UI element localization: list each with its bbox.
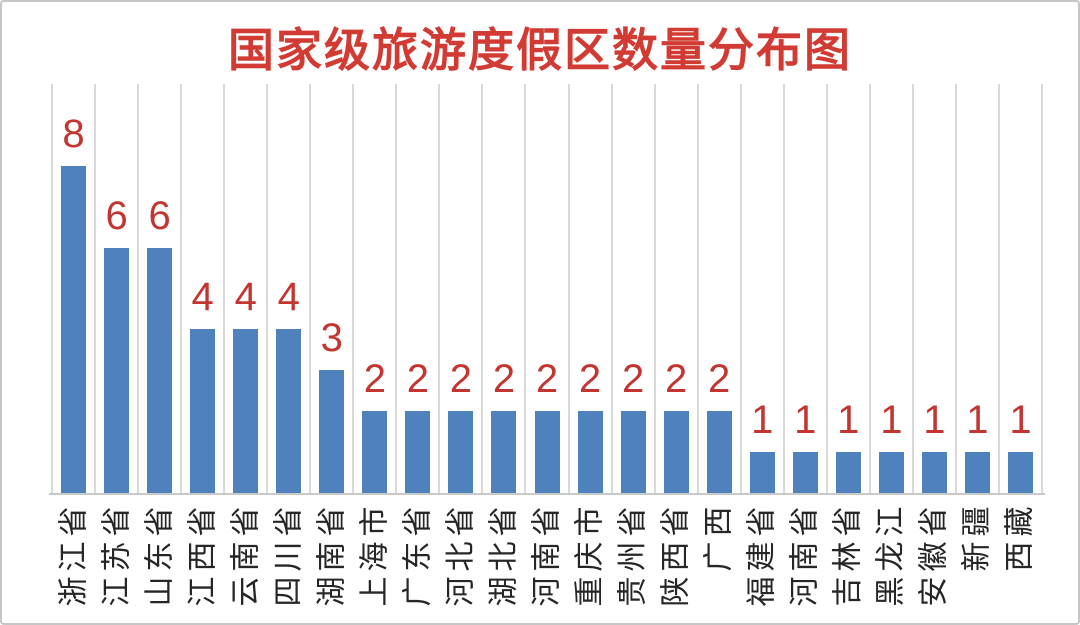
gridline [352, 84, 355, 493]
x-axis-label: 西藏 [1003, 501, 1037, 572]
value-label: 3 [320, 316, 343, 361]
bar [276, 329, 302, 493]
bar [190, 329, 216, 493]
bar [1007, 452, 1033, 493]
gridline [868, 84, 871, 493]
value-label: 4 [191, 275, 214, 320]
gridline [266, 84, 269, 493]
gridline [997, 84, 1000, 493]
value-label: 2 [449, 357, 473, 402]
bar [61, 165, 87, 493]
bar [319, 370, 345, 493]
bar [835, 452, 861, 493]
gridline [739, 84, 742, 493]
x-axis-label: 安徽省 [917, 501, 951, 607]
value-label: 1 [837, 398, 860, 443]
value-label: 6 [148, 193, 171, 238]
gridline [1041, 84, 1043, 493]
value-label: 1 [1009, 398, 1032, 443]
x-axis-label: 福建省 [745, 501, 779, 607]
x-axis-label: 新疆 [960, 501, 994, 572]
value-label: 4 [234, 275, 257, 320]
bar [921, 452, 947, 493]
x-axis-label: 黑龙江 [874, 501, 908, 607]
bar [362, 411, 388, 493]
x-axis-label: 浙江省 [57, 501, 91, 607]
value-label: 1 [794, 398, 817, 443]
bar [706, 411, 732, 493]
value-label: 1 [880, 398, 903, 443]
x-axis-label: 吉林省 [831, 501, 865, 607]
gridline [567, 84, 570, 493]
bar [663, 411, 689, 493]
value-label: 6 [105, 193, 128, 238]
value-label: 2 [665, 357, 688, 402]
gridline [395, 84, 398, 493]
gridline [137, 84, 140, 493]
x-axis-label: 河北省 [444, 501, 478, 607]
value-label: 2 [535, 357, 559, 402]
gridline [94, 84, 97, 493]
gridline [954, 84, 957, 493]
bar [104, 247, 130, 493]
bar [620, 411, 646, 493]
x-axis-label: 山东省 [143, 501, 177, 607]
gridline [782, 84, 785, 493]
gridline [180, 84, 183, 493]
value-label: 2 [363, 357, 386, 402]
x-axis-label: 广西 [702, 501, 736, 572]
bar [577, 411, 603, 493]
bar [792, 452, 818, 493]
bar [878, 452, 904, 493]
value-label: 8 [62, 111, 85, 156]
gridline [438, 84, 441, 493]
bar [147, 247, 173, 493]
value-label: 2 [578, 357, 602, 402]
x-axis-label: 江西省 [186, 501, 220, 607]
bar [964, 452, 990, 493]
value-label: 1 [966, 398, 989, 443]
x-axis-label: 广东省 [401, 501, 435, 607]
value-label: 1 [751, 398, 774, 443]
bar [491, 411, 517, 493]
value-label: 2 [621, 357, 645, 402]
x-axis-label: 陕西省 [659, 501, 693, 607]
x-axis-label: 重庆市 [573, 501, 607, 607]
x-axis-label: 云南省 [229, 501, 263, 607]
chart-title: 国家级旅游度假区数量分布图 [228, 24, 852, 76]
x-axis-label: 湖北省 [487, 501, 521, 607]
x-axis-line [49, 493, 1045, 495]
x-axis-label: 江苏省 [100, 501, 134, 607]
gridline [911, 84, 914, 493]
gridline [481, 84, 484, 493]
gridline [51, 84, 53, 493]
bar [749, 452, 775, 493]
x-axis-label: 贵州省 [616, 501, 650, 607]
gridline [524, 84, 527, 493]
x-axis-label: 湖南省 [315, 501, 349, 607]
value-label: 2 [708, 357, 731, 402]
x-axis-label: 四川省 [272, 501, 306, 607]
bar [534, 411, 560, 493]
gridline [825, 84, 828, 493]
x-axis-label: 河南省 [788, 501, 822, 607]
value-label: 4 [277, 275, 300, 320]
bar [233, 329, 259, 493]
gridline [223, 84, 226, 493]
value-label: 2 [406, 357, 429, 402]
x-axis-label: 河南省 [530, 501, 564, 607]
gridline [309, 84, 312, 493]
gridline [696, 84, 699, 493]
bar [448, 411, 474, 493]
value-label: 2 [492, 357, 516, 402]
gridline [610, 84, 613, 493]
x-axis-label: 上海市 [358, 501, 392, 607]
bar [405, 411, 431, 493]
gridline [653, 84, 656, 493]
value-label: 1 [923, 398, 946, 443]
